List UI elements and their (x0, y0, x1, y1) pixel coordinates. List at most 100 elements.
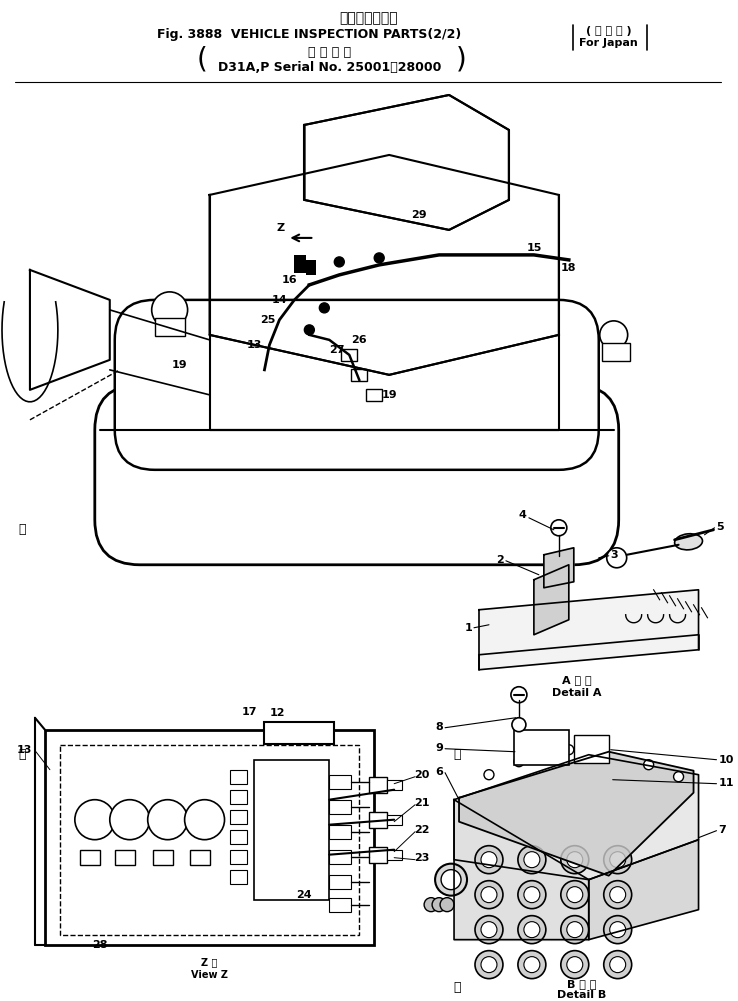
Text: －: － (18, 524, 26, 537)
Bar (387, 850, 402, 860)
Bar (230, 870, 247, 884)
Circle shape (475, 951, 503, 979)
Text: 1: 1 (464, 623, 472, 633)
Circle shape (441, 870, 461, 890)
Circle shape (604, 881, 632, 909)
Text: 16: 16 (282, 275, 297, 285)
Bar (294, 255, 306, 273)
Circle shape (481, 887, 497, 903)
Text: －: － (18, 748, 26, 761)
Text: －: － (453, 748, 461, 761)
Bar (329, 850, 351, 864)
Circle shape (567, 957, 583, 973)
Polygon shape (454, 800, 589, 940)
Circle shape (604, 951, 632, 979)
Text: 18: 18 (561, 263, 576, 273)
Circle shape (481, 957, 497, 973)
Circle shape (512, 718, 526, 732)
Bar (366, 388, 382, 400)
Text: 24: 24 (297, 890, 312, 900)
Circle shape (432, 898, 446, 912)
Text: Z 視: Z 視 (201, 958, 218, 968)
Bar (190, 850, 210, 865)
Bar (230, 850, 247, 864)
Circle shape (110, 800, 150, 840)
Bar (601, 343, 630, 361)
Circle shape (567, 852, 583, 868)
Text: 車　検　部　品: 車 検 部 品 (339, 11, 398, 25)
Circle shape (610, 887, 626, 903)
Text: 13: 13 (246, 340, 262, 350)
Circle shape (607, 548, 627, 568)
Circle shape (148, 800, 187, 840)
Text: 適 用 号 機: 適 用 号 機 (308, 46, 351, 59)
Circle shape (551, 520, 567, 536)
Text: 4: 4 (518, 510, 526, 520)
Circle shape (518, 846, 546, 874)
Text: ): ) (455, 46, 466, 74)
Circle shape (567, 887, 583, 903)
Text: Fig. 3888  VEHICLE INSPECTION PARTS(2/2): Fig. 3888 VEHICLE INSPECTION PARTS(2/2) (157, 28, 461, 41)
Text: 12: 12 (269, 708, 285, 718)
Circle shape (600, 321, 628, 349)
Bar (230, 810, 247, 824)
Bar (230, 770, 247, 784)
Circle shape (524, 852, 540, 868)
Bar (114, 850, 135, 865)
Text: Detail B: Detail B (557, 990, 607, 1000)
Circle shape (511, 687, 527, 703)
Polygon shape (304, 95, 509, 230)
Circle shape (304, 325, 314, 335)
Text: 17: 17 (242, 707, 258, 717)
Circle shape (604, 846, 632, 874)
Bar (264, 722, 334, 744)
Circle shape (152, 292, 187, 328)
Text: For Japan: For Japan (579, 38, 638, 48)
Text: 2: 2 (496, 555, 504, 565)
Circle shape (518, 881, 546, 909)
Circle shape (644, 760, 654, 770)
Polygon shape (534, 565, 569, 635)
Bar (329, 825, 351, 839)
Bar (369, 777, 387, 793)
Text: 15: 15 (526, 243, 542, 253)
Bar (153, 850, 173, 865)
Bar (369, 847, 387, 863)
Circle shape (374, 253, 384, 263)
Circle shape (567, 922, 583, 938)
Bar (80, 850, 100, 865)
Text: 9: 9 (435, 743, 443, 753)
Bar (230, 830, 247, 844)
Text: Detail A: Detail A (552, 688, 601, 698)
Polygon shape (589, 840, 699, 940)
Bar (230, 790, 247, 804)
Bar (329, 775, 351, 789)
Bar (255, 760, 329, 900)
Circle shape (604, 916, 632, 944)
Text: (: ( (196, 46, 207, 74)
Bar (351, 368, 368, 380)
Circle shape (424, 898, 438, 912)
Circle shape (518, 951, 546, 979)
Ellipse shape (675, 534, 703, 550)
Circle shape (320, 303, 329, 313)
Bar (329, 875, 351, 889)
Circle shape (610, 852, 626, 868)
Circle shape (674, 772, 683, 782)
Polygon shape (544, 548, 573, 588)
Bar (155, 318, 184, 336)
Circle shape (524, 957, 540, 973)
Circle shape (484, 770, 494, 780)
Bar (387, 780, 402, 790)
Text: 7: 7 (719, 825, 726, 835)
Text: 6: 6 (435, 767, 443, 777)
Polygon shape (459, 752, 694, 876)
Text: 19: 19 (382, 389, 397, 399)
Polygon shape (479, 590, 699, 670)
Text: Z: Z (276, 223, 284, 233)
Text: 27: 27 (330, 345, 345, 355)
Bar (329, 800, 351, 814)
Text: 29: 29 (411, 210, 427, 220)
Circle shape (481, 852, 497, 868)
Polygon shape (454, 755, 699, 880)
